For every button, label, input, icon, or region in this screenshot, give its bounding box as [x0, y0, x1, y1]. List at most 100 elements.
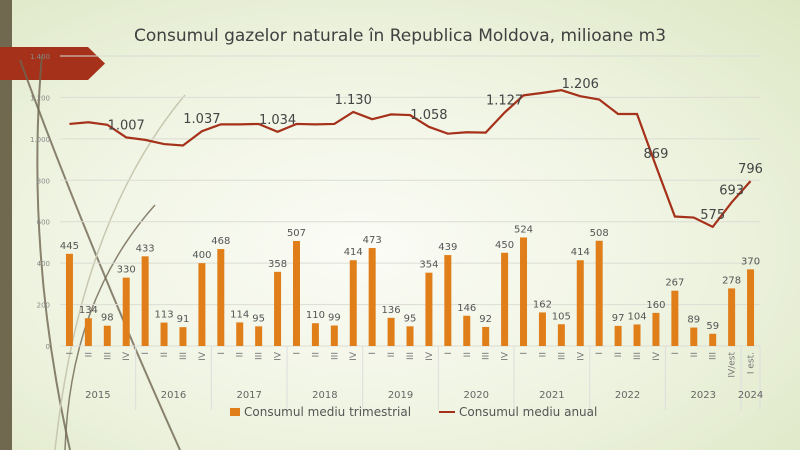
line-value-label: 1.127: [486, 94, 523, 109]
bar: [671, 290, 679, 346]
bar-value-label: 400: [192, 250, 211, 261]
bar: [633, 324, 641, 346]
x-tick-label: II: [236, 352, 246, 357]
bar: [425, 272, 433, 346]
bar-value-label: 450: [495, 240, 514, 251]
y-tick-label: 400: [37, 260, 50, 268]
bar: [122, 277, 130, 346]
bar-value-label: 162: [533, 299, 552, 310]
year-label: 2024: [738, 390, 763, 401]
line-value-label: 1.007: [108, 118, 145, 133]
year-label: 2019: [388, 390, 413, 401]
bar-value-label: 507: [287, 228, 306, 239]
bar-value-label: 99: [328, 312, 341, 323]
bar-value-label: 146: [457, 303, 476, 314]
bar: [236, 322, 244, 346]
legend: Consumul mediu trimestrial Consumul medi…: [230, 405, 597, 419]
annual-line: [69, 89, 752, 229]
chart-title: Consumul gazelor naturale în Republica M…: [133, 26, 667, 46]
x-tick-label: III: [482, 352, 492, 360]
x-tick-label: IV: [274, 351, 284, 361]
bar-value-label: 95: [404, 313, 417, 324]
y-tick-label: 600: [37, 219, 50, 227]
legend-swatch: [439, 411, 456, 413]
x-tick-label: II: [538, 352, 548, 357]
bar-value-label: 439: [438, 242, 457, 253]
x-tick-label: I: [292, 352, 302, 355]
bar-value-label: 114: [230, 309, 249, 320]
year-label: 2023: [691, 390, 716, 401]
bar-value-label: 445: [60, 241, 79, 252]
x-tick-label: III: [557, 352, 567, 360]
x-tick-label: II: [160, 352, 170, 357]
bar-value-label: 414: [571, 247, 590, 258]
bar-value-label: 354: [419, 260, 438, 271]
x-tick-label: II: [311, 352, 321, 357]
y-tick-label: 200: [37, 302, 50, 310]
bar-value-label: 468: [211, 236, 230, 247]
x-tick-label: IV: [198, 351, 208, 361]
bar-value-label: 91: [177, 314, 190, 325]
y-tick-label: 0: [46, 343, 50, 351]
bar-value-label: 97: [612, 313, 625, 324]
x-tick-label: I: [671, 352, 681, 355]
line-value-label: 1.034: [259, 113, 296, 128]
bar: [349, 260, 357, 346]
bar: [255, 326, 263, 346]
line-value-label: 693: [719, 183, 744, 198]
bar: [747, 269, 755, 346]
bar: [728, 288, 736, 346]
x-tick-label: IV/est: [728, 352, 738, 378]
bar-value-label: 524: [514, 224, 533, 235]
bar: [368, 248, 376, 346]
x-tick-label: III: [633, 352, 643, 360]
year-label: 2018: [312, 390, 337, 401]
bar: [311, 323, 319, 346]
bar: [387, 317, 395, 346]
x-tick-label: III: [255, 352, 265, 360]
bar-value-label: 95: [252, 313, 265, 324]
x-tick-label: IV: [652, 351, 662, 361]
bar-value-label: 267: [665, 278, 684, 289]
bar-value-label: 433: [136, 243, 155, 254]
bar: [444, 255, 452, 346]
x-tick-label: I: [444, 352, 454, 355]
x-tick-label: IV: [425, 351, 435, 361]
legend-label: Consumul mediu anual: [459, 405, 598, 419]
bar: [103, 325, 111, 346]
bar-value-label: 113: [155, 310, 174, 321]
bar-value-label: 136: [382, 305, 401, 316]
x-tick-label: III: [406, 352, 416, 360]
bar: [330, 325, 338, 346]
bar: [65, 253, 73, 346]
x-tick-label: I: [520, 352, 530, 355]
bar-value-label: 508: [590, 228, 609, 239]
year-label: 2020: [463, 390, 488, 401]
x-tick-label: I: [217, 352, 227, 355]
bar: [217, 249, 225, 346]
legend-swatch: [230, 408, 240, 416]
bar: [198, 263, 206, 346]
y-tick-label: 1.400: [30, 53, 50, 61]
line-value-label: 1.130: [335, 93, 372, 108]
x-tick-label: I: [368, 352, 378, 355]
bar: [179, 327, 187, 346]
bar: [274, 271, 282, 346]
bar-value-label: 414: [344, 247, 363, 258]
bar: [501, 252, 509, 346]
bar-value-label: 358: [268, 259, 287, 270]
bar-value-label: 330: [117, 265, 136, 276]
bar: [690, 327, 698, 346]
slide-side-bar: [0, 0, 12, 450]
legend-label: Consumul mediu trimestrial: [244, 405, 412, 419]
bar-value-label: 160: [646, 300, 665, 311]
bar: [652, 312, 660, 346]
legend-item-line: Consumul mediu anual: [439, 405, 597, 419]
x-tick-label: III: [330, 352, 340, 360]
bar-value-label: 98: [101, 313, 114, 324]
x-tick-label: I est.: [747, 352, 757, 374]
bar-value-label: 59: [706, 321, 719, 332]
year-label: 2015: [85, 390, 110, 401]
bar-value-label: 134: [79, 305, 98, 316]
